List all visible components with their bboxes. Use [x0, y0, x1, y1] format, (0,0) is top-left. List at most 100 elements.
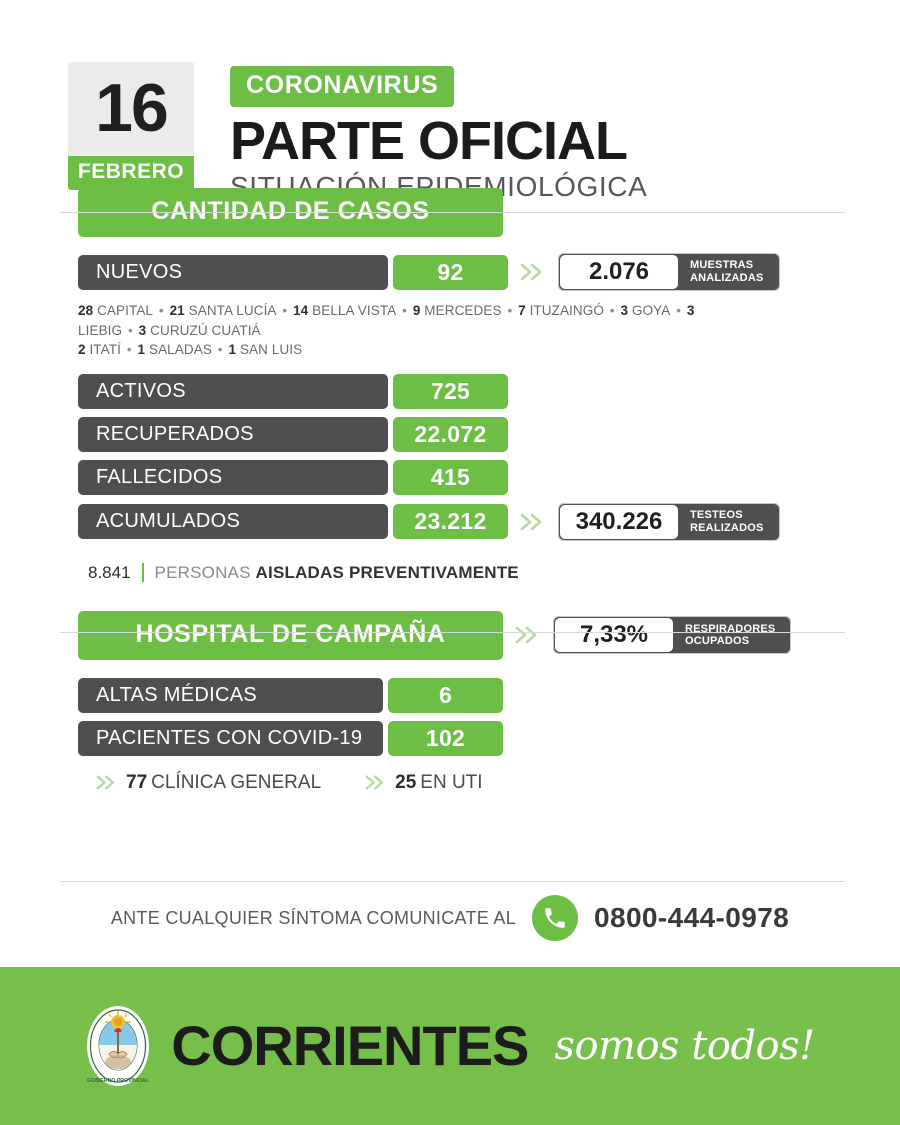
locality-count: 2 [78, 342, 86, 358]
row-value: 6 [388, 677, 503, 713]
muestras-caption: MUESTRAS ANALIZADAS [678, 255, 778, 289]
date-month: FEBRERO [68, 156, 194, 190]
table-row: RECUPERADOS 22.072 [78, 416, 900, 452]
pill-caption: TESTEOS REALIZADOS [678, 505, 778, 539]
breakdown-label: CLÍNICA GENERAL [151, 771, 322, 793]
divider-bottom [60, 881, 845, 882]
muestras-caption-line2: ANALIZADAS [690, 272, 764, 284]
locality-count: 14 [293, 303, 309, 318]
seal-text: GOBIERNO PROVINCIAL [87, 1078, 150, 1084]
locality-count: 9 [412, 303, 421, 318]
locality-separator: • [278, 303, 292, 318]
locality-name: SAN LUIS [236, 342, 303, 358]
cases-stat-rows: ACTIVOS 725 RECUPERADOS 22.072 FALLECIDOS 415… [78, 373, 900, 541]
row-label: PACIENTES CON COVID-19 [78, 720, 383, 756]
table-row: ALTAS MÉDICAS 6 [78, 677, 900, 713]
cases-section: CANTIDAD DE CASOS NUEVOS 92 2.076 MUESTR… [0, 150, 900, 583]
row-value: 725 [393, 373, 508, 409]
row-nuevos: NUEVOS 92 2.076 MUESTRAS ANALIZADAS [78, 253, 900, 291]
muestras-caption-line1: MUESTRAS [690, 259, 754, 272]
table-row: FALLECIDOS 415 [78, 459, 900, 495]
table-row: ACTIVOS 725 [78, 373, 900, 409]
testeos-realizados-pill: 340.226 TESTEOS REALIZADOS [558, 502, 780, 541]
cases-rows: NUEVOS 92 2.076 MUESTRAS ANALIZADAS [78, 253, 900, 291]
pill-caption-line1: TESTEOS [690, 509, 743, 522]
locality-count: 3 [686, 303, 695, 318]
locality-name: CAPITAL [93, 303, 154, 318]
hospital-section: HOSPITAL DE CAMPAÑA 7,33% RESPIRADORES O… [0, 583, 900, 794]
chevron-right-icon [520, 263, 546, 281]
row-value: 102 [388, 720, 503, 756]
row-value: 22.072 [393, 416, 508, 452]
row-label: RECUPERADOS [78, 416, 388, 452]
row-value: 23.212 [393, 504, 508, 540]
footer-inner: GOBIERNO PROVINCIAL CORRIENTES somos tod… [85, 1004, 815, 1088]
row-label: FALLECIDOS [78, 459, 388, 495]
locality-count: 1 [137, 342, 146, 358]
isolated-line: 8.841 PERSONAS AISLADAS PREVENTIVAMENTE [88, 563, 900, 583]
footer-banner: GOBIERNO PROVINCIAL CORRIENTES somos tod… [0, 967, 900, 1125]
chevron-right-icon [515, 626, 541, 644]
isolated-text-bold: AISLADAS PREVENTIVAMENTE [255, 562, 519, 582]
localities-line: 28 CAPITAL • 21 SANTA LUCÍA • 14 BELLA V… [78, 301, 738, 340]
locality-name: LIEBIG [78, 322, 123, 338]
breakdown-count: 77 [126, 771, 148, 793]
date-card: 16 FEBRERO [68, 62, 194, 190]
isolated-number: 8.841 [88, 562, 131, 582]
chevron-right-icon [520, 513, 546, 531]
locality-count: 21 [169, 303, 185, 318]
table-row: PACIENTES CON COVID-19 102 [78, 720, 900, 756]
contact-bar: ANTE CUALQUIER SÍNTOMA COMUNICATE AL 080… [0, 895, 900, 941]
divider-top [60, 212, 845, 213]
locality-name: SALADAS [145, 342, 212, 358]
header: 16 FEBRERO CORONAVIRUS PARTE OFICIAL SIT… [0, 0, 900, 202]
locality-name: SANTA LUCÍA [184, 303, 277, 318]
locality-name: MERCEDES [420, 303, 502, 318]
locality-separator: • [503, 303, 517, 318]
row-label: ALTAS MÉDICAS [78, 677, 383, 713]
date-day: 16 [95, 70, 169, 146]
locality-separator: • [213, 342, 227, 358]
title-block: CORONAVIRUS PARTE OFICIAL SITUACIÓN EPID… [230, 62, 647, 203]
hospital-breakdown: 77 CLÍNICA GENERAL 25 EN UTI [96, 772, 900, 794]
phone-number[interactable]: 0800-444-0978 [594, 902, 790, 933]
respiradores-caption-line1: RESPIRADORES [685, 622, 776, 635]
page-title: PARTE OFICIAL [230, 111, 628, 171]
pill-value: 340.226 [560, 504, 678, 539]
locality-count: 3 [138, 322, 147, 338]
locality-name: BELLA VISTA [308, 303, 397, 318]
locality-separator: • [605, 303, 619, 318]
divider-middle [60, 632, 845, 633]
coat-of-arms-icon: GOBIERNO PROVINCIAL [85, 1004, 151, 1088]
phone-icon [532, 895, 579, 941]
table-row: ACUMULADOS 23.212 340.226 TESTEOS REALIZADOS [78, 502, 900, 541]
muestras-value: 2.076 [560, 255, 678, 289]
isolated-separator [141, 563, 144, 583]
row-label: ACTIVOS [78, 373, 388, 409]
locality-name: ITATÍ [85, 342, 121, 358]
locality-count: 1 [228, 342, 237, 358]
locality-separator: • [672, 303, 685, 318]
isolated-text: PERSONAS AISLADAS PREVENTIVAMENTE [155, 563, 519, 583]
respiradores-caption: RESPIRADORES OCUPADOS [673, 618, 789, 652]
locality-separator: • [124, 322, 137, 338]
locality-count: 7 [518, 303, 526, 318]
localities-breakdown: 28 CAPITAL • 21 SANTA LUCÍA • 14 BELLA V… [78, 301, 738, 360]
localities-line: 2 ITATÍ • 1 SALADAS • 1 SAN LUIS [78, 340, 738, 360]
hospital-section-title: HOSPITAL DE CAMPAÑA [78, 610, 503, 660]
row-value: 415 [393, 459, 508, 495]
footer-slogan: somos todos! [554, 1023, 815, 1069]
respiradores-caption-line2: OCUPADOS [685, 635, 750, 648]
locality-name: CURUZÚ CUATIÁ [146, 322, 261, 338]
locality-separator: • [398, 303, 411, 318]
respiradores-ocupados-pill: 7,33% RESPIRADORES OCUPADOS [553, 616, 792, 655]
isolated-text-normal: PERSONAS [154, 562, 256, 582]
pill-caption-line2: REALIZADOS [690, 521, 764, 534]
breakdown-count: 25 [395, 771, 417, 793]
muestras-analizadas-pill: 2.076 MUESTRAS ANALIZADAS [558, 253, 780, 291]
respiradores-value: 7,33% [555, 618, 673, 653]
chevron-right-icon [365, 775, 387, 790]
list-item: 77 CLÍNICA GENERAL [96, 772, 321, 794]
hospital-rows: ALTAS MÉDICAS 6 PACIENTES CON COVID-19 102 [78, 677, 900, 756]
